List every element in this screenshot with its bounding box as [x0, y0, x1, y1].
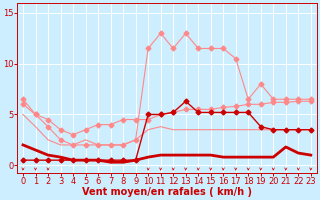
- X-axis label: Vent moyen/en rafales ( km/h ): Vent moyen/en rafales ( km/h ): [82, 187, 252, 197]
